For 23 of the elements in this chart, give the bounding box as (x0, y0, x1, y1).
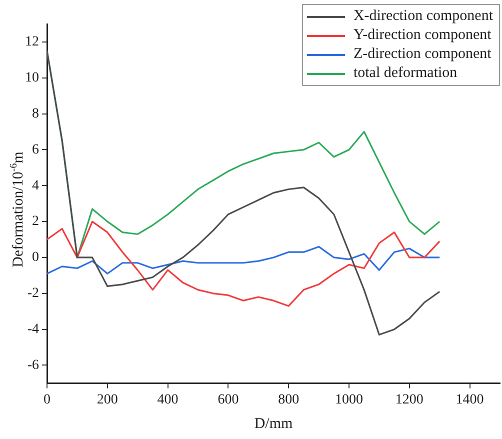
x-tick-label: 600 (218, 392, 239, 408)
y-tick-label: 4 (32, 178, 39, 194)
x-tick-label: 0 (44, 392, 50, 408)
y-tick-label: 0 (32, 250, 39, 266)
y-tick-label: 8 (32, 106, 39, 122)
x-tick-label: 1000 (335, 392, 363, 408)
x-tick-label: 800 (278, 392, 300, 408)
y-tick-label: -4 (27, 322, 39, 337)
y-tick-label: 10 (25, 70, 39, 86)
x-axis-title: D/mm (254, 416, 293, 432)
y-tick-label: -6 (27, 358, 39, 373)
legend-label: total deformation (353, 64, 458, 83)
x-tick-label: 1400 (456, 392, 484, 408)
legend-label: Y-direction component (353, 26, 492, 45)
y-tick-label: -2 (27, 286, 39, 302)
y-tick-label: 2 (32, 214, 39, 230)
legend-label: Z-direction component (353, 45, 492, 64)
x-tick-label: 400 (157, 392, 178, 408)
x-tick-label: 1200 (395, 392, 424, 408)
x-tick-label: 200 (96, 392, 118, 408)
legend-label: X-direction component (353, 7, 493, 26)
y-tick-label: 6 (32, 142, 39, 158)
y-tick-label: 12 (25, 34, 39, 50)
